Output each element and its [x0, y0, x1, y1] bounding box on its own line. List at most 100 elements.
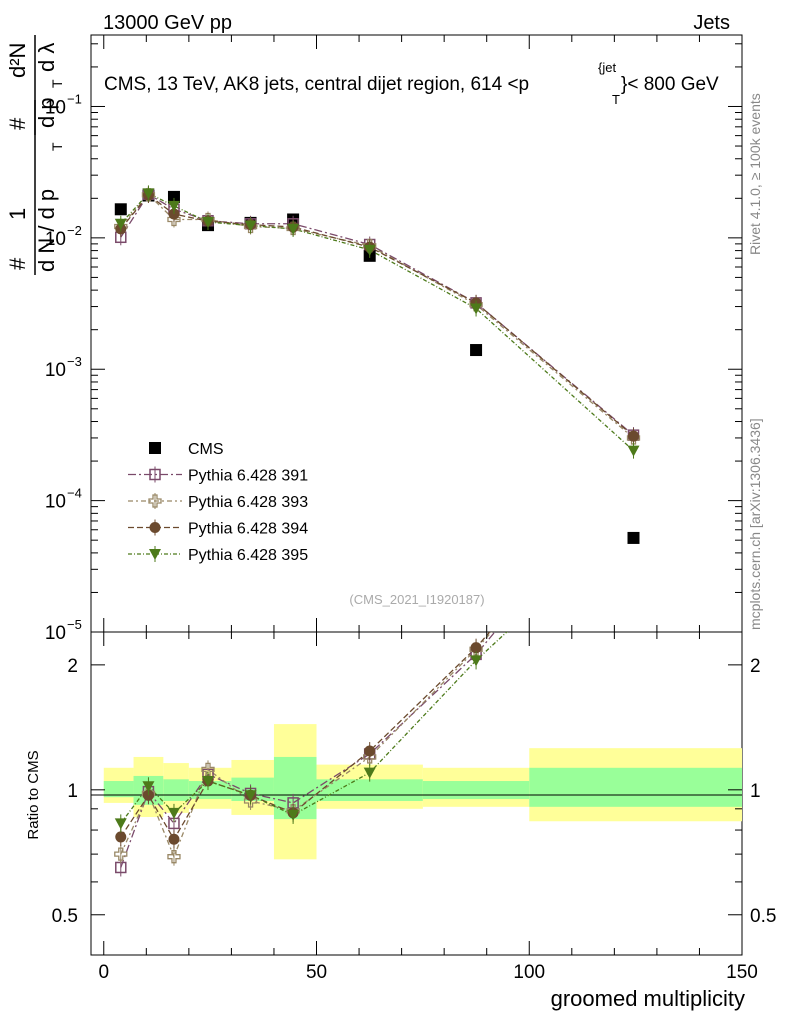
main-point	[114, 203, 127, 216]
legend-marker	[149, 549, 161, 560]
main-ytick-label: 10	[45, 229, 66, 250]
ratio-xtick-label: 100	[513, 962, 545, 983]
main-ytick-exponent: −1	[67, 91, 82, 106]
main-point	[470, 344, 483, 357]
ratio-point	[167, 807, 180, 819]
ratio-point	[142, 789, 154, 801]
ratio-y-ticks: 0.5 0.5 1 1 2 2	[52, 656, 777, 927]
main-point	[114, 218, 127, 230]
ratio-point	[114, 847, 128, 861]
xlabel: groomed multiplicity	[551, 986, 745, 1011]
main-ytick-label: 10	[45, 360, 66, 381]
ratio-band-green	[103, 781, 134, 798]
ratio-point	[201, 762, 215, 777]
mcplots-label: mcplots.cern.ch [arXiv:1306.3436]	[747, 418, 763, 630]
plot-title-end: }< 800 GeV	[621, 74, 719, 95]
main-point	[244, 220, 257, 232]
ratio-point	[287, 809, 300, 821]
legend-label: Pythia 6.428 393	[188, 494, 308, 511]
ratio-point	[364, 745, 376, 757]
ratio-series-markers	[114, 462, 640, 877]
ylabel-dn: d N / d p	[34, 189, 59, 272]
main-panel-frame	[90, 34, 743, 633]
ylabel-hash: #	[5, 257, 30, 270]
legend-label: Pythia 6.428 395	[188, 547, 308, 564]
ratio-band-green	[316, 779, 423, 801]
main-ylabel: # 1 d N / d p T # d²N d p T d λ	[5, 35, 65, 275]
ratio-xtick-label: 0	[98, 962, 109, 983]
legend: CMS Pythia 6.428 391 Pythia 6.428 393 Pythi…	[128, 441, 308, 564]
ratio-point	[142, 781, 155, 793]
main-ytick-exponent: −4	[67, 486, 82, 501]
main-series-markers	[114, 185, 641, 544]
ratio-point	[244, 790, 257, 802]
main-point	[470, 303, 483, 315]
main-point	[167, 190, 180, 203]
main-x-ticks	[103, 35, 743, 632]
ratio-point	[628, 467, 640, 479]
legend-marker	[148, 494, 162, 508]
legend-marker	[149, 468, 161, 481]
main-line-pythia-6-428-394	[120, 194, 634, 437]
main-point	[287, 223, 300, 235]
ratio-ytick-label-right: 1	[750, 781, 761, 802]
ratio-point	[167, 850, 181, 864]
rivet-label: Rivet 4.1.0, ≥ 100k events	[747, 93, 763, 255]
ratio-point	[363, 767, 376, 779]
main-point	[363, 244, 376, 256]
ylabel-t2: T	[49, 79, 65, 88]
plot-title: CMS, 13 TeV, AK8 jets, central dijet reg…	[104, 60, 719, 107]
plot-title-main: CMS, 13 TeV, AK8 jets, central dijet reg…	[104, 74, 529, 95]
main-ytick-exponent: −5	[67, 617, 82, 632]
main-line-pythia-6-428-395	[120, 192, 634, 452]
ratio-point	[628, 510, 640, 521]
legend-label: Pythia 6.428 391	[188, 468, 308, 485]
legend-label: CMS	[188, 441, 224, 458]
main-ytick-label: 10	[45, 623, 66, 644]
main-point	[628, 430, 639, 442]
ratio-ytick-label-right: 0.5	[750, 906, 776, 927]
main-ytick-exponent: −2	[67, 223, 82, 238]
ylabel-dlambda: d λ	[34, 43, 59, 72]
plot-title-sub: T	[612, 92, 620, 107]
ratio-xtick-label: 150	[726, 962, 758, 983]
main-ytick-label: 10	[45, 492, 66, 513]
watermark: (CMS_2021_I1920187)	[349, 592, 484, 607]
legend-marker	[149, 522, 161, 533]
ratio-ytick-label-left: 2	[67, 656, 78, 677]
ratio-ytick-label-right: 2	[750, 656, 761, 677]
ratio-point	[202, 776, 215, 788]
plot-title-sup: {jet	[598, 60, 616, 75]
main-ytick-exponent: −3	[67, 354, 82, 369]
ratio-point	[470, 642, 482, 654]
legend-marker	[149, 442, 161, 454]
ratio-point	[629, 462, 639, 472]
ratio-xtick-label: 50	[306, 962, 327, 983]
ratio-x-ticks: 0 50 100 150	[98, 632, 758, 983]
ratio-ytick-label-left: 0.5	[52, 906, 78, 927]
ylabel-hash2: #	[5, 117, 30, 130]
ratio-point	[114, 818, 127, 830]
ratio-ytick-label-left: 1	[67, 781, 78, 802]
main-line-pythia-6-428-393	[120, 193, 634, 439]
ylabel-one: 1	[5, 208, 30, 220]
main-ytick-label: 10	[45, 97, 66, 118]
main-series-lines	[120, 192, 634, 452]
ratio-band-green	[529, 767, 742, 807]
main-line-pythia-6-428-391	[120, 193, 634, 436]
ylabel-den: d p	[34, 97, 59, 128]
ylabel-t: T	[49, 142, 65, 151]
main-point	[627, 445, 640, 457]
ratio-point	[470, 655, 483, 667]
ratio-point	[168, 833, 180, 845]
ratio-point	[115, 831, 127, 843]
main-point	[202, 217, 215, 229]
main-y-ticks: 10−110−210−310−410−5	[45, 43, 742, 644]
legend-label: Pythia 6.428 394	[188, 521, 308, 538]
header-left: 13000 GeV pp	[103, 12, 232, 34]
main-point	[168, 208, 180, 220]
main-point	[142, 188, 155, 200]
ratio-line-pythia-6-428-394	[120, 632, 491, 841]
ratio-band-green	[422, 781, 530, 800]
